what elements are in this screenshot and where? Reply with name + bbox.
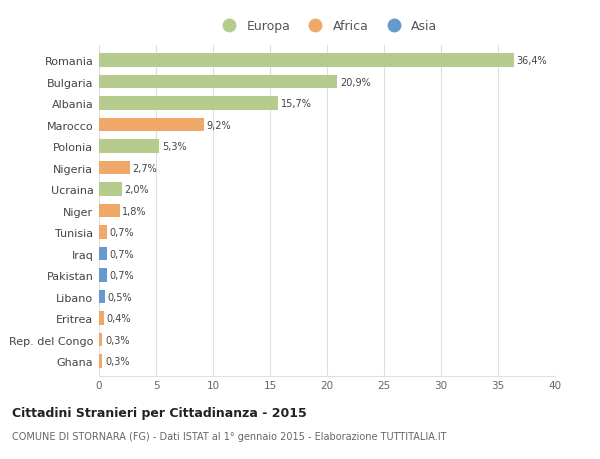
Bar <box>99 205 119 218</box>
Text: 1,8%: 1,8% <box>122 206 147 216</box>
Text: 0,3%: 0,3% <box>105 335 130 345</box>
Text: 0,7%: 0,7% <box>110 249 134 259</box>
Bar <box>99 269 107 282</box>
Bar <box>99 226 107 239</box>
Bar <box>99 312 104 325</box>
Bar <box>99 118 204 132</box>
Text: COMUNE DI STORNARA (FG) - Dati ISTAT al 1° gennaio 2015 - Elaborazione TUTTITALI: COMUNE DI STORNARA (FG) - Dati ISTAT al … <box>12 431 446 442</box>
Text: 2,0%: 2,0% <box>125 185 149 195</box>
Text: 0,7%: 0,7% <box>110 228 134 238</box>
Text: 0,3%: 0,3% <box>105 356 130 366</box>
Bar <box>99 183 122 196</box>
Text: 0,7%: 0,7% <box>110 270 134 280</box>
Bar <box>99 140 160 153</box>
Bar <box>99 97 278 111</box>
Legend: Europa, Africa, Asia: Europa, Africa, Asia <box>217 20 437 33</box>
Text: 36,4%: 36,4% <box>517 56 547 66</box>
Bar <box>99 291 105 304</box>
Bar <box>99 355 103 368</box>
Text: 5,3%: 5,3% <box>162 142 187 152</box>
Bar <box>99 54 514 67</box>
Text: Cittadini Stranieri per Cittadinanza - 2015: Cittadini Stranieri per Cittadinanza - 2… <box>12 406 307 419</box>
Bar <box>99 162 130 175</box>
Text: 20,9%: 20,9% <box>340 78 371 87</box>
Bar <box>99 247 107 261</box>
Bar <box>99 76 337 89</box>
Text: 0,4%: 0,4% <box>106 313 131 324</box>
Bar <box>99 333 103 347</box>
Text: 2,7%: 2,7% <box>133 163 157 173</box>
Text: 9,2%: 9,2% <box>207 120 232 130</box>
Text: 0,5%: 0,5% <box>107 292 132 302</box>
Text: 15,7%: 15,7% <box>281 99 312 109</box>
